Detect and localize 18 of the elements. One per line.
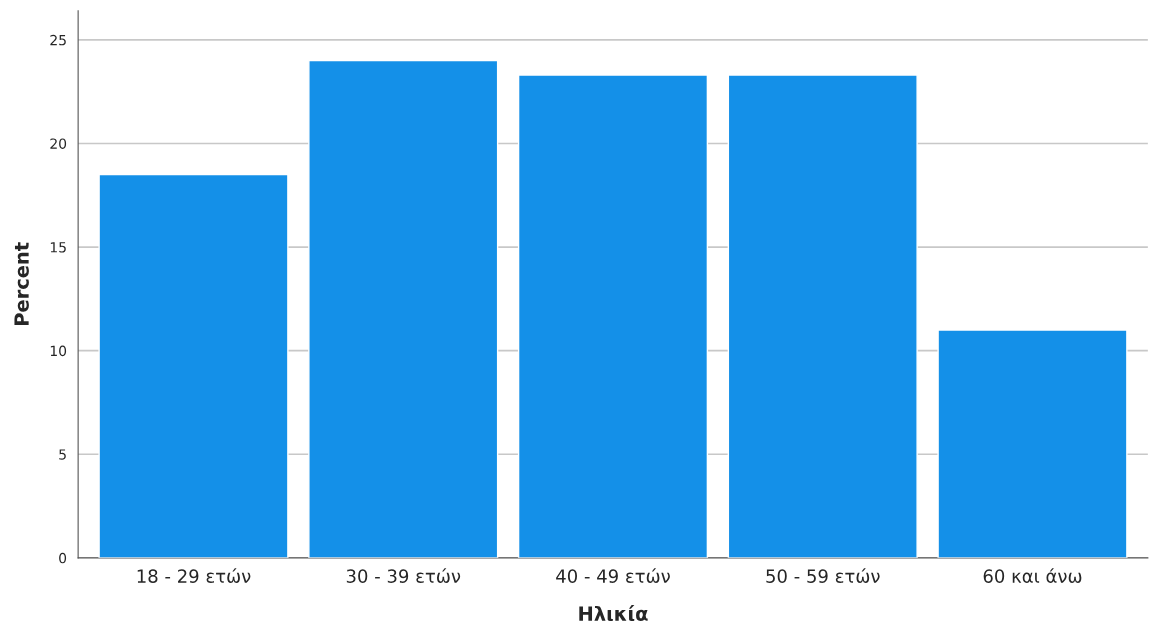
bar <box>727 74 918 558</box>
y-tick-label: 20 <box>50 138 67 149</box>
x-tick-label: 60 και άνω <box>983 568 1082 583</box>
x-tick-label: 18 - 29 ετών <box>137 568 251 583</box>
y-tick-label: 15 <box>50 242 66 253</box>
y-tick-label: 10 <box>50 345 67 357</box>
y-tick-label: 25 <box>50 34 66 46</box>
y-tick-label: 0 <box>59 552 67 564</box>
bar <box>517 74 709 558</box>
bar <box>308 59 499 558</box>
x-axis-title: Ηλικία <box>579 605 648 622</box>
y-axis-title: Percent <box>14 242 29 326</box>
bar <box>937 329 1128 558</box>
y-tick-label: 5 <box>59 449 66 460</box>
x-tick-label: 30 - 39 ετών <box>346 568 461 583</box>
x-tick-label: 50 - 59 ετών <box>766 568 880 583</box>
bar <box>98 173 289 558</box>
x-tick-label: 40 - 49 ετών <box>556 568 670 583</box>
